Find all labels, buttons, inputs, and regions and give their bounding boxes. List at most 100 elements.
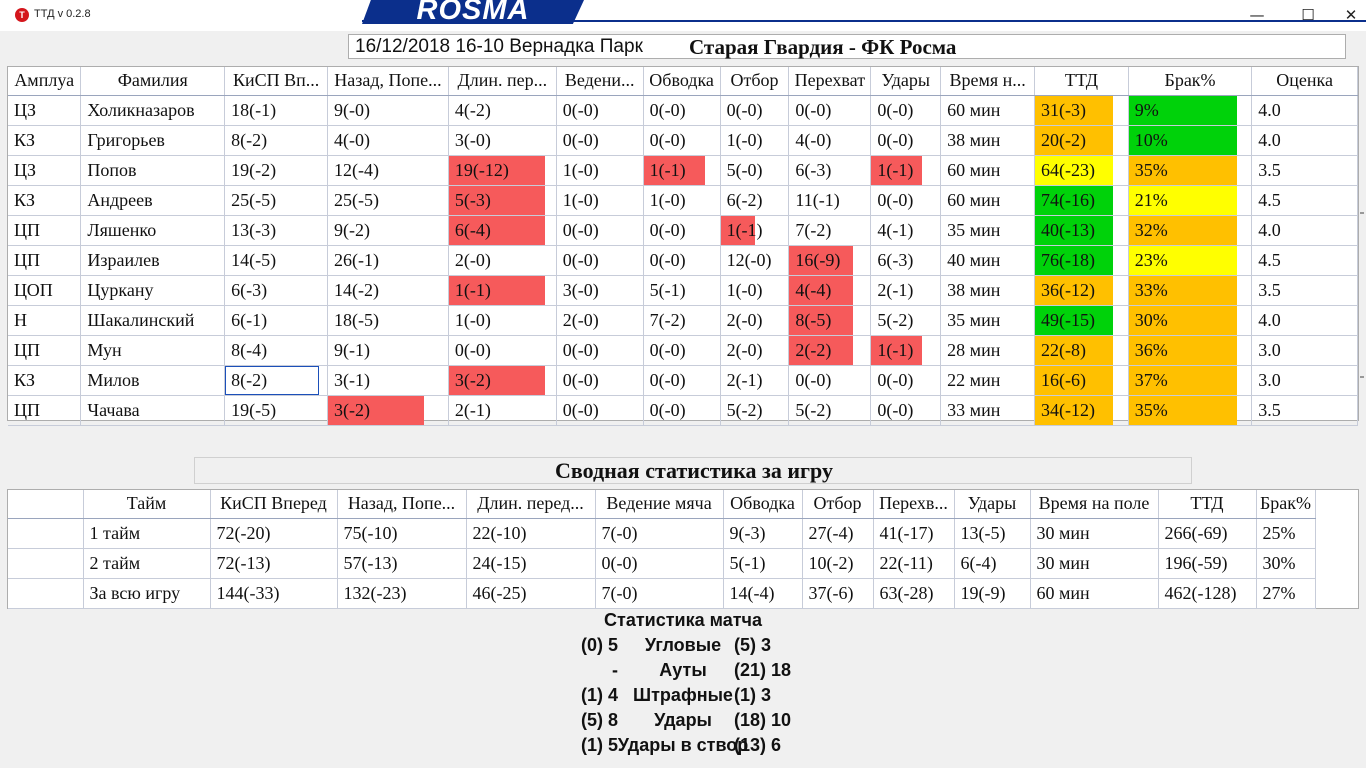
summary-cell[interactable]: 5(-1) [723,548,803,579]
summary-column-header[interactable]: Перехв... [873,490,955,519]
table-cell[interactable]: ЦЗ [8,155,82,186]
summary-cell[interactable]: 27(-4) [802,518,874,549]
table-cell[interactable]: 2(-1) [448,395,557,426]
table-row[interactable]: ЦП Чачава 19(-5) 3(-2) 2(-1) 0(-0) 0(-0) 5(-2) 5… [8,395,1358,426]
table-cell[interactable]: Холикназаров [80,95,226,126]
table-cell[interactable]: 1(-0) [556,155,644,186]
table-cell[interactable]: 37% [1128,365,1253,396]
table-cell[interactable]: 25(-5) [224,185,329,216]
summary-cell[interactable]: 13(-5) [954,518,1031,549]
table-cell[interactable]: Израилев [80,245,226,276]
table-cell[interactable]: 18(-1) [224,95,329,126]
table-cell[interactable]: 4.0 [1251,215,1358,246]
table-cell[interactable]: 0(-0) [643,245,721,276]
table-cell[interactable]: 3(-1) [327,365,449,396]
column-header[interactable]: ТТД [1034,67,1129,96]
table-cell[interactable]: 10% [1128,125,1253,156]
table-cell[interactable]: 0(-0) [870,365,942,396]
table-cell[interactable]: 40 мин [940,245,1036,276]
summary-cell[interactable]: 14(-4) [723,578,803,609]
table-cell[interactable]: 4.5 [1251,185,1358,216]
close-button[interactable]: ✕ [1344,6,1358,24]
table-cell[interactable]: 4.5 [1251,245,1358,276]
summary-cell[interactable]: 10(-2) [802,548,874,579]
table-cell[interactable]: 2(-2) [788,335,872,366]
summary-cell[interactable]: 75(-10) [337,518,467,549]
table-cell[interactable]: Чачава [80,395,226,426]
table-cell[interactable]: 13(-3) [224,215,329,246]
table-row[interactable]: ЦП Мун 8(-4) 9(-1) 0(-0) 0(-0) 0(-0) 2(-0) 2(-2)… [8,335,1358,366]
column-header[interactable]: Ведени... [556,67,644,96]
table-cell[interactable]: Андреев [80,185,226,216]
summary-row[interactable]: 1 тайм 72(-20) 75(-10) 22(-10) 7(-0) 9(-3) 27(… [8,518,1316,549]
summary-cell[interactable]: 57(-13) [337,548,467,579]
table-cell[interactable]: 19(-5) [224,395,329,426]
table-row[interactable]: ЦП Израилев 14(-5) 26(-1) 2(-0) 0(-0) 0(-0) 12(… [8,245,1358,276]
table-cell[interactable]: 6(-2) [720,185,790,216]
table-cell[interactable]: ЦЗ [8,95,82,126]
table-cell[interactable]: 5(-3) [448,185,557,216]
table-cell[interactable]: 33% [1128,275,1253,306]
summary-column-header[interactable]: Тайм [83,490,211,519]
table-cell[interactable]: 35 мин [940,305,1036,336]
summary-cell[interactable]: 41(-17) [873,518,955,549]
column-header[interactable]: Перехват [788,67,872,96]
summary-column-header[interactable]: Длин. перед... [466,490,596,519]
table-cell[interactable]: 1(-0) [643,185,721,216]
table-row[interactable]: КЗ Григорьев 8(-2) 4(-0) 3(-0) 0(-0) 0(-0) 1(-0… [8,125,1358,156]
summary-cell[interactable]: 30% [1256,548,1316,579]
table-cell[interactable]: 1(-1) [448,275,557,306]
table-cell[interactable]: 19(-12) [448,155,557,186]
table-cell[interactable]: 3.0 [1251,335,1358,366]
table-cell[interactable]: 1(-1) [870,155,942,186]
column-header[interactable]: Время н... [940,67,1036,96]
summary-cell[interactable]: 266(-69) [1158,518,1257,549]
column-header[interactable]: КиСП Вп... [224,67,329,96]
summary-cell[interactable] [8,548,84,579]
table-cell[interactable]: 8(-2) [224,365,329,396]
table-cell[interactable]: 38 мин [940,125,1036,156]
table-cell[interactable]: 9(-0) [327,95,449,126]
summary-row[interactable]: За всю игру 144(-33) 132(-23) 46(-25) 7(-0) 1… [8,578,1316,609]
table-cell[interactable]: 0(-0) [556,245,644,276]
table-row[interactable]: ЦОП Цуркану 6(-3) 14(-2) 1(-1) 3(-0) 5(-1) 1(-0… [8,275,1358,306]
table-cell[interactable]: 6(-1) [224,305,329,336]
table-cell[interactable]: 20(-2) [1034,125,1129,156]
table-cell[interactable]: 60 мин [940,185,1036,216]
table-cell[interactable]: 36(-12) [1034,275,1129,306]
table-cell[interactable]: 31(-3) [1034,95,1129,126]
table-cell[interactable]: 2(-0) [448,245,557,276]
table-cell[interactable]: 21% [1128,185,1253,216]
table-cell[interactable]: 1(-0) [720,125,790,156]
table-cell[interactable]: КЗ [8,125,82,156]
summary-cell[interactable]: 27% [1256,578,1316,609]
column-header[interactable]: Отбор [720,67,790,96]
table-cell[interactable]: 3(-2) [327,395,449,426]
summary-column-header[interactable]: Удары [954,490,1031,519]
table-cell[interactable]: 0(-0) [448,335,557,366]
table-cell[interactable]: 3.0 [1251,365,1358,396]
table-cell[interactable]: 0(-0) [643,95,721,126]
summary-column-header[interactable]: Назад, Попе... [337,490,467,519]
table-cell[interactable]: 35% [1128,395,1253,426]
table-cell[interactable]: 6(-3) [224,275,329,306]
table-cell[interactable]: 5(-2) [720,395,790,426]
column-header[interactable]: Оценка [1251,67,1358,96]
table-cell[interactable]: 0(-0) [720,95,790,126]
table-cell[interactable]: 3(-0) [448,125,557,156]
table-row[interactable]: ЦП Ляшенко 13(-3) 9(-2) 6(-4) 0(-0) 0(-0) 1(-1)… [8,215,1358,246]
summary-column-header[interactable]: Отбор [802,490,874,519]
column-header[interactable]: Удары [870,67,942,96]
table-cell[interactable]: Попов [80,155,226,186]
table-cell[interactable]: 1(-0) [720,275,790,306]
table-cell[interactable]: 0(-0) [643,335,721,366]
table-cell[interactable]: 40(-13) [1034,215,1129,246]
table-cell[interactable]: 5(-2) [870,305,942,336]
table-cell[interactable]: 9% [1128,95,1253,126]
table-row[interactable]: КЗ Андреев 25(-5) 25(-5) 5(-3) 1(-0) 1(-0) 6(-2… [8,185,1358,216]
summary-cell[interactable]: 30 мин [1030,548,1159,579]
table-cell[interactable]: ЦП [8,215,82,246]
table-cell[interactable]: 1(-0) [448,305,557,336]
table-cell[interactable]: 4(-0) [327,125,449,156]
table-row[interactable]: Н Шакалинский 6(-1) 18(-5) 1(-0) 2(-0) 7(-2) 2(… [8,305,1358,336]
